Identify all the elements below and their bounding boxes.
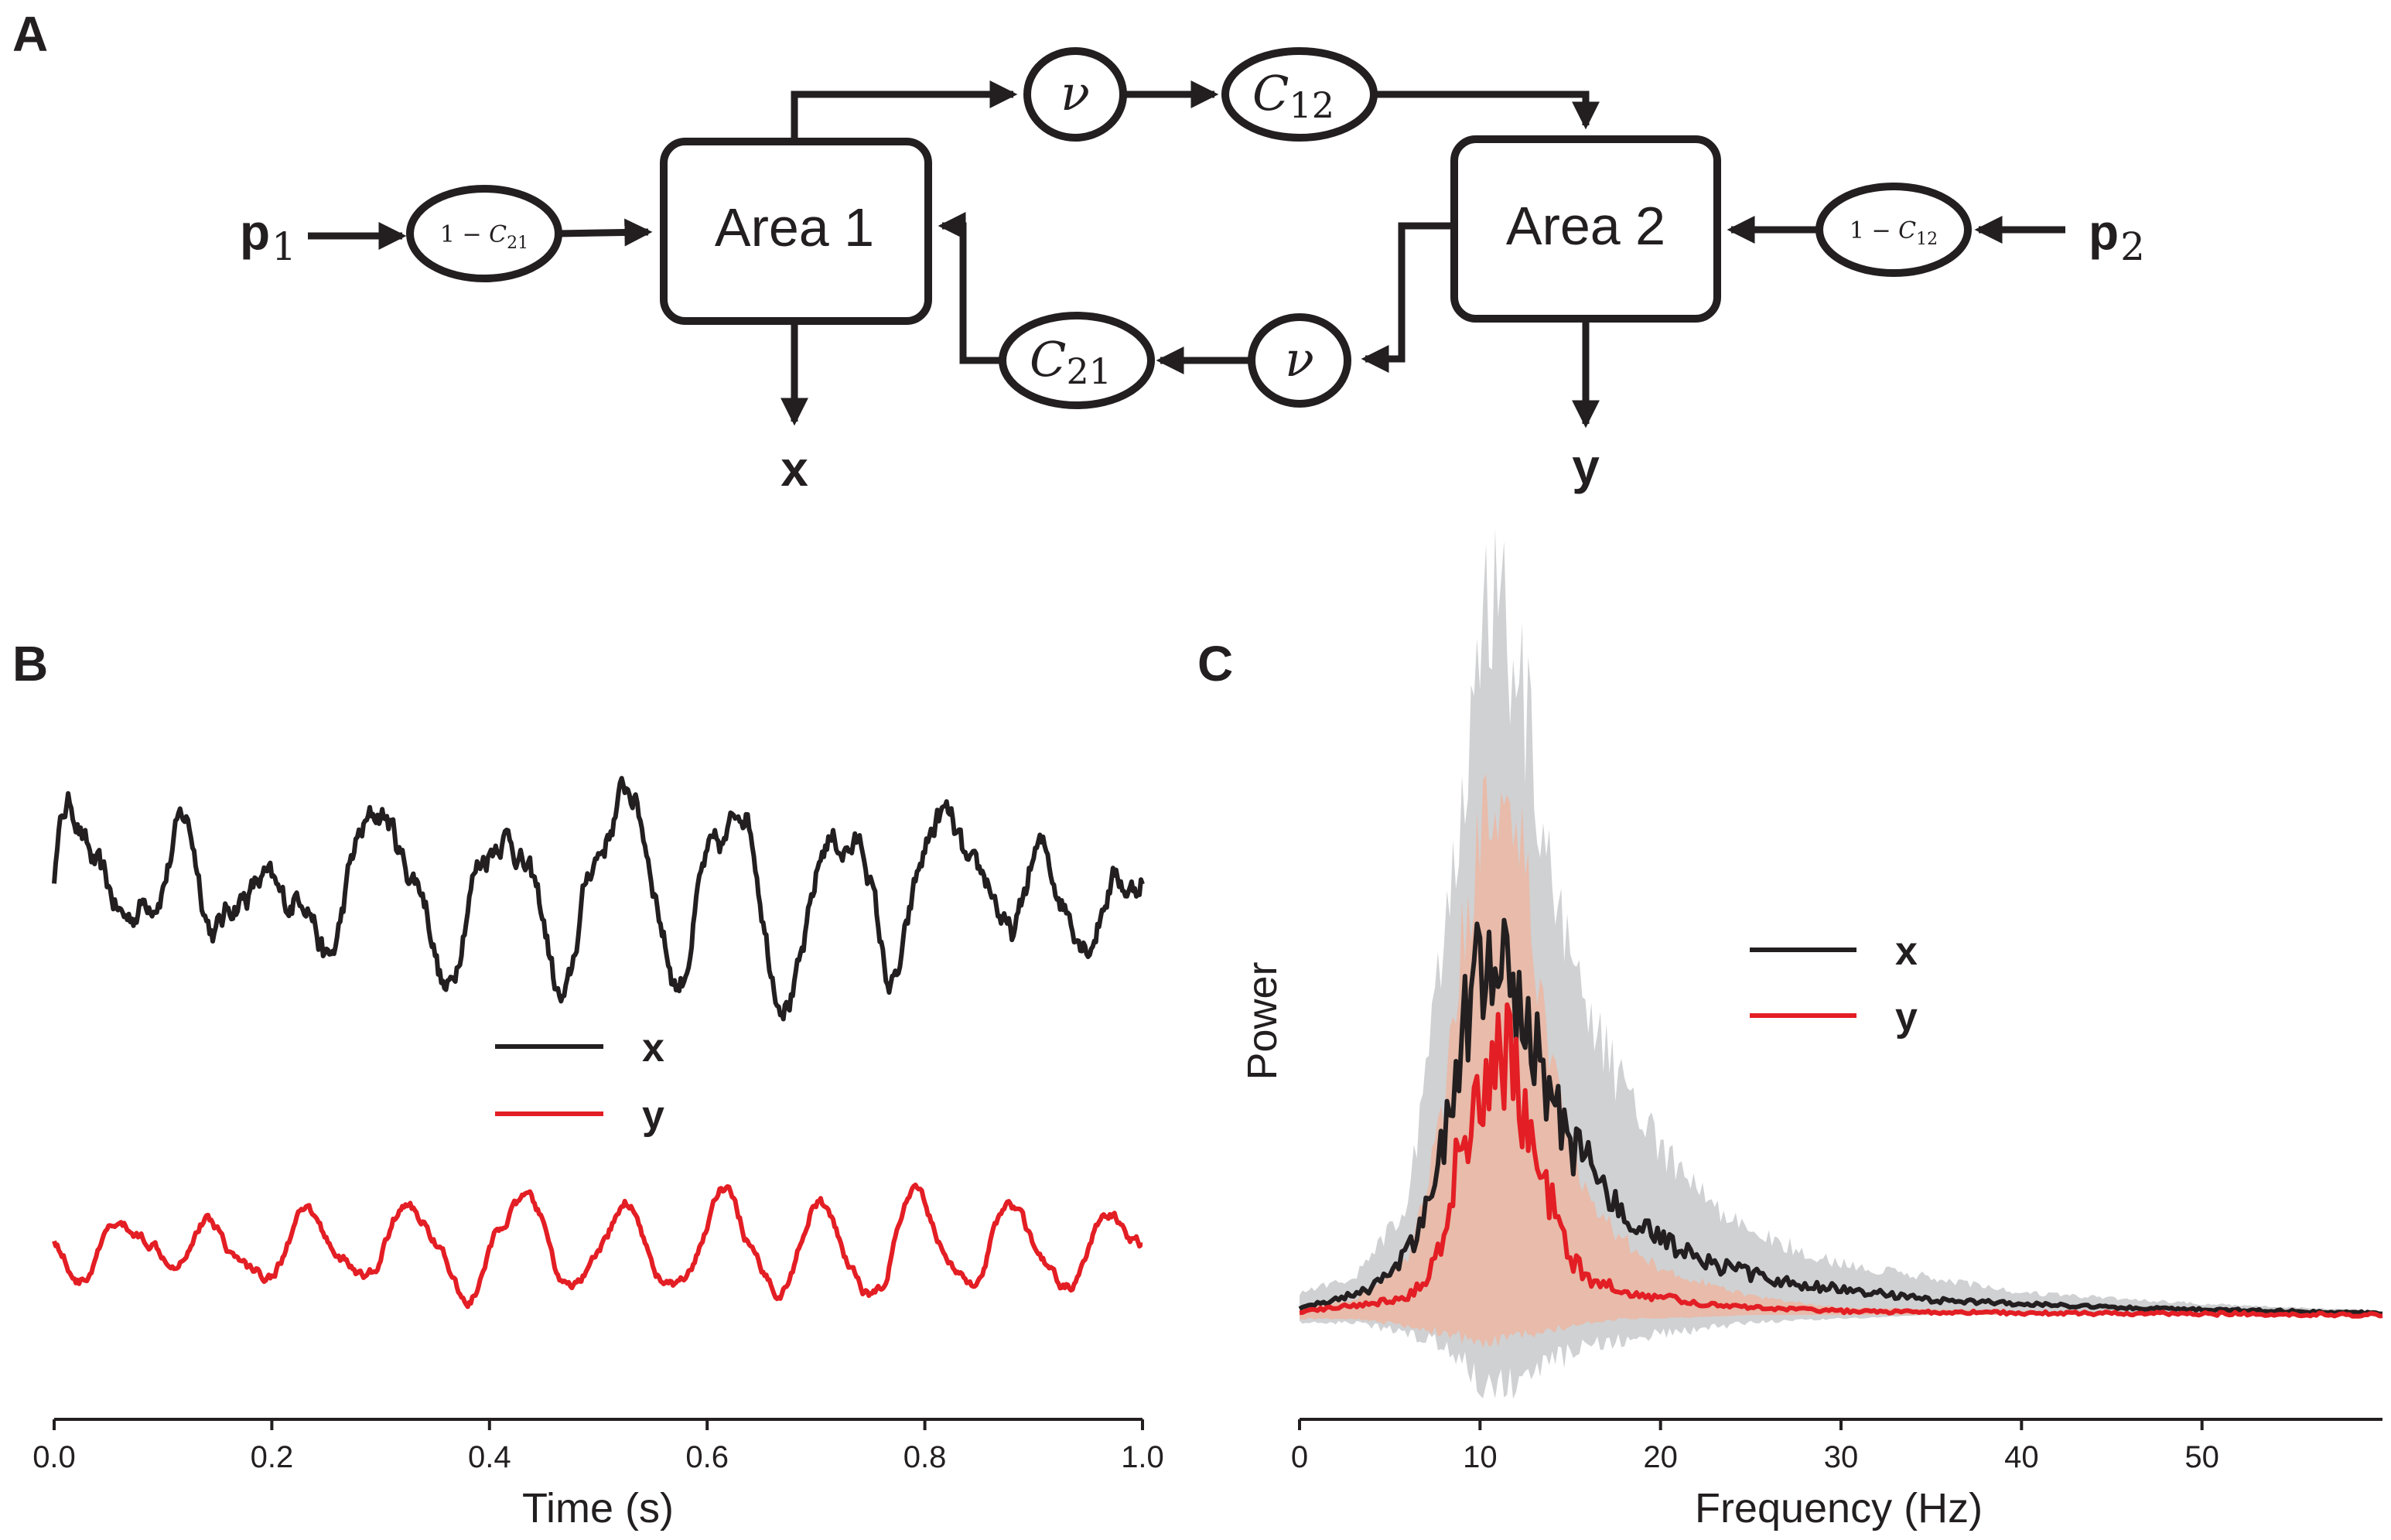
series-x-trace bbox=[52, 776, 1145, 1022]
axis-c-tick-label: 40 bbox=[2004, 1440, 2039, 1474]
spectrum-x-line bbox=[1298, 917, 2383, 1316]
output-x-label: x bbox=[780, 441, 808, 497]
axis-c-tick-label: 50 bbox=[2184, 1440, 2219, 1474]
arrow-c21-to-area-1 bbox=[938, 212, 1003, 364]
series-y-trace bbox=[52, 1182, 1143, 1310]
arrow-area-1-to-nu-top bbox=[791, 80, 1018, 142]
axis-c-x-label: Frequency (Hz) bbox=[1695, 1485, 1983, 1531]
legend-b: x y bbox=[495, 1026, 664, 1138]
area-2-block: Area 2 bbox=[1450, 135, 1721, 323]
input-p1-label: p1 bbox=[240, 204, 296, 269]
coupling-c21-label: C21 bbox=[1030, 331, 1112, 392]
gain-in-1-label: 1 − C21 bbox=[440, 221, 528, 253]
panel-b: B x y 0.0 0.2 0.4 0.6 0.8 1.0 Time (s) bbox=[12, 636, 1164, 1531]
coupling-c12-node: C12 bbox=[1221, 47, 1378, 142]
legend-b-y-label: y bbox=[642, 1093, 664, 1138]
axis-c-tick-label: 10 bbox=[1463, 1440, 1498, 1474]
nu-top-node: ν bbox=[1023, 47, 1127, 142]
axis-c-tick-label: 20 bbox=[1643, 1440, 1678, 1474]
axis-b-tick-label: 0.6 bbox=[685, 1440, 729, 1474]
coupling-c12-label: C12 bbox=[1252, 65, 1334, 126]
arrow-c12-to-area-2 bbox=[1374, 90, 1600, 130]
spectrum-y-line bbox=[1299, 1002, 2383, 1319]
area-1-block: Area 1 bbox=[660, 138, 932, 325]
input-p2-label: p2 bbox=[2089, 204, 2145, 269]
output-y-label: y bbox=[1572, 439, 1600, 494]
gain-in-1-node: 1 − C21 bbox=[406, 185, 562, 282]
band-y-area bbox=[1300, 773, 2382, 1348]
axis-b-x-label: Time (s) bbox=[522, 1485, 674, 1531]
nu-bottom-label: ν bbox=[1285, 331, 1314, 388]
panel-a: A Area 1 Area 2 p1 1 − C21 p2 1 − C12 bbox=[12, 6, 2145, 497]
arrow-area-2-to-nu-bottom bbox=[1361, 222, 1454, 373]
legend-c-x-label: x bbox=[1895, 929, 1918, 974]
axis-b-tick-label: 0.8 bbox=[903, 1440, 947, 1474]
panel-b-letter: B bbox=[12, 636, 48, 691]
coupling-c21-node: C21 bbox=[999, 312, 1155, 409]
area-1-label: Area 1 bbox=[715, 197, 874, 258]
nu-bottom-node: ν bbox=[1248, 313, 1351, 408]
nu-top-label: ν bbox=[1061, 65, 1090, 121]
arrow-gain-to-area-1 bbox=[558, 218, 653, 247]
panel-a-letter: A bbox=[12, 6, 48, 62]
axis-b-tick-label: 0.2 bbox=[251, 1440, 294, 1474]
axis-b-tick-label: 0.0 bbox=[32, 1440, 76, 1474]
axis-b-tick-label: 1.0 bbox=[1121, 1440, 1164, 1474]
legend-c-y-label: y bbox=[1895, 995, 1918, 1040]
legend-c: x y bbox=[1750, 929, 1918, 1040]
area-2-label: Area 2 bbox=[1506, 196, 1665, 256]
gain-in-2-label: 1 − C12 bbox=[1850, 217, 1938, 249]
axis-c-ticks: 0 10 20 30 40 50 bbox=[1291, 1419, 2219, 1474]
axis-b-tick-label: 0.4 bbox=[468, 1440, 511, 1474]
gain-in-2-node: 1 − C12 bbox=[1815, 183, 1972, 277]
axis-c-y-label: Power bbox=[1239, 961, 1286, 1080]
panel-c-letter: C bbox=[1197, 636, 1233, 691]
panel-c: C x y Power 0 10 20 30 40 50 Frequency (Hz) bbox=[1197, 528, 2383, 1531]
axis-c-tick-label: 30 bbox=[1824, 1440, 1859, 1474]
legend-b-x-label: x bbox=[642, 1026, 664, 1070]
axis-c-tick-label: 0 bbox=[1291, 1440, 1308, 1474]
axis-b-ticks: 0.0 0.2 0.4 0.6 0.8 1.0 bbox=[32, 1419, 1164, 1474]
